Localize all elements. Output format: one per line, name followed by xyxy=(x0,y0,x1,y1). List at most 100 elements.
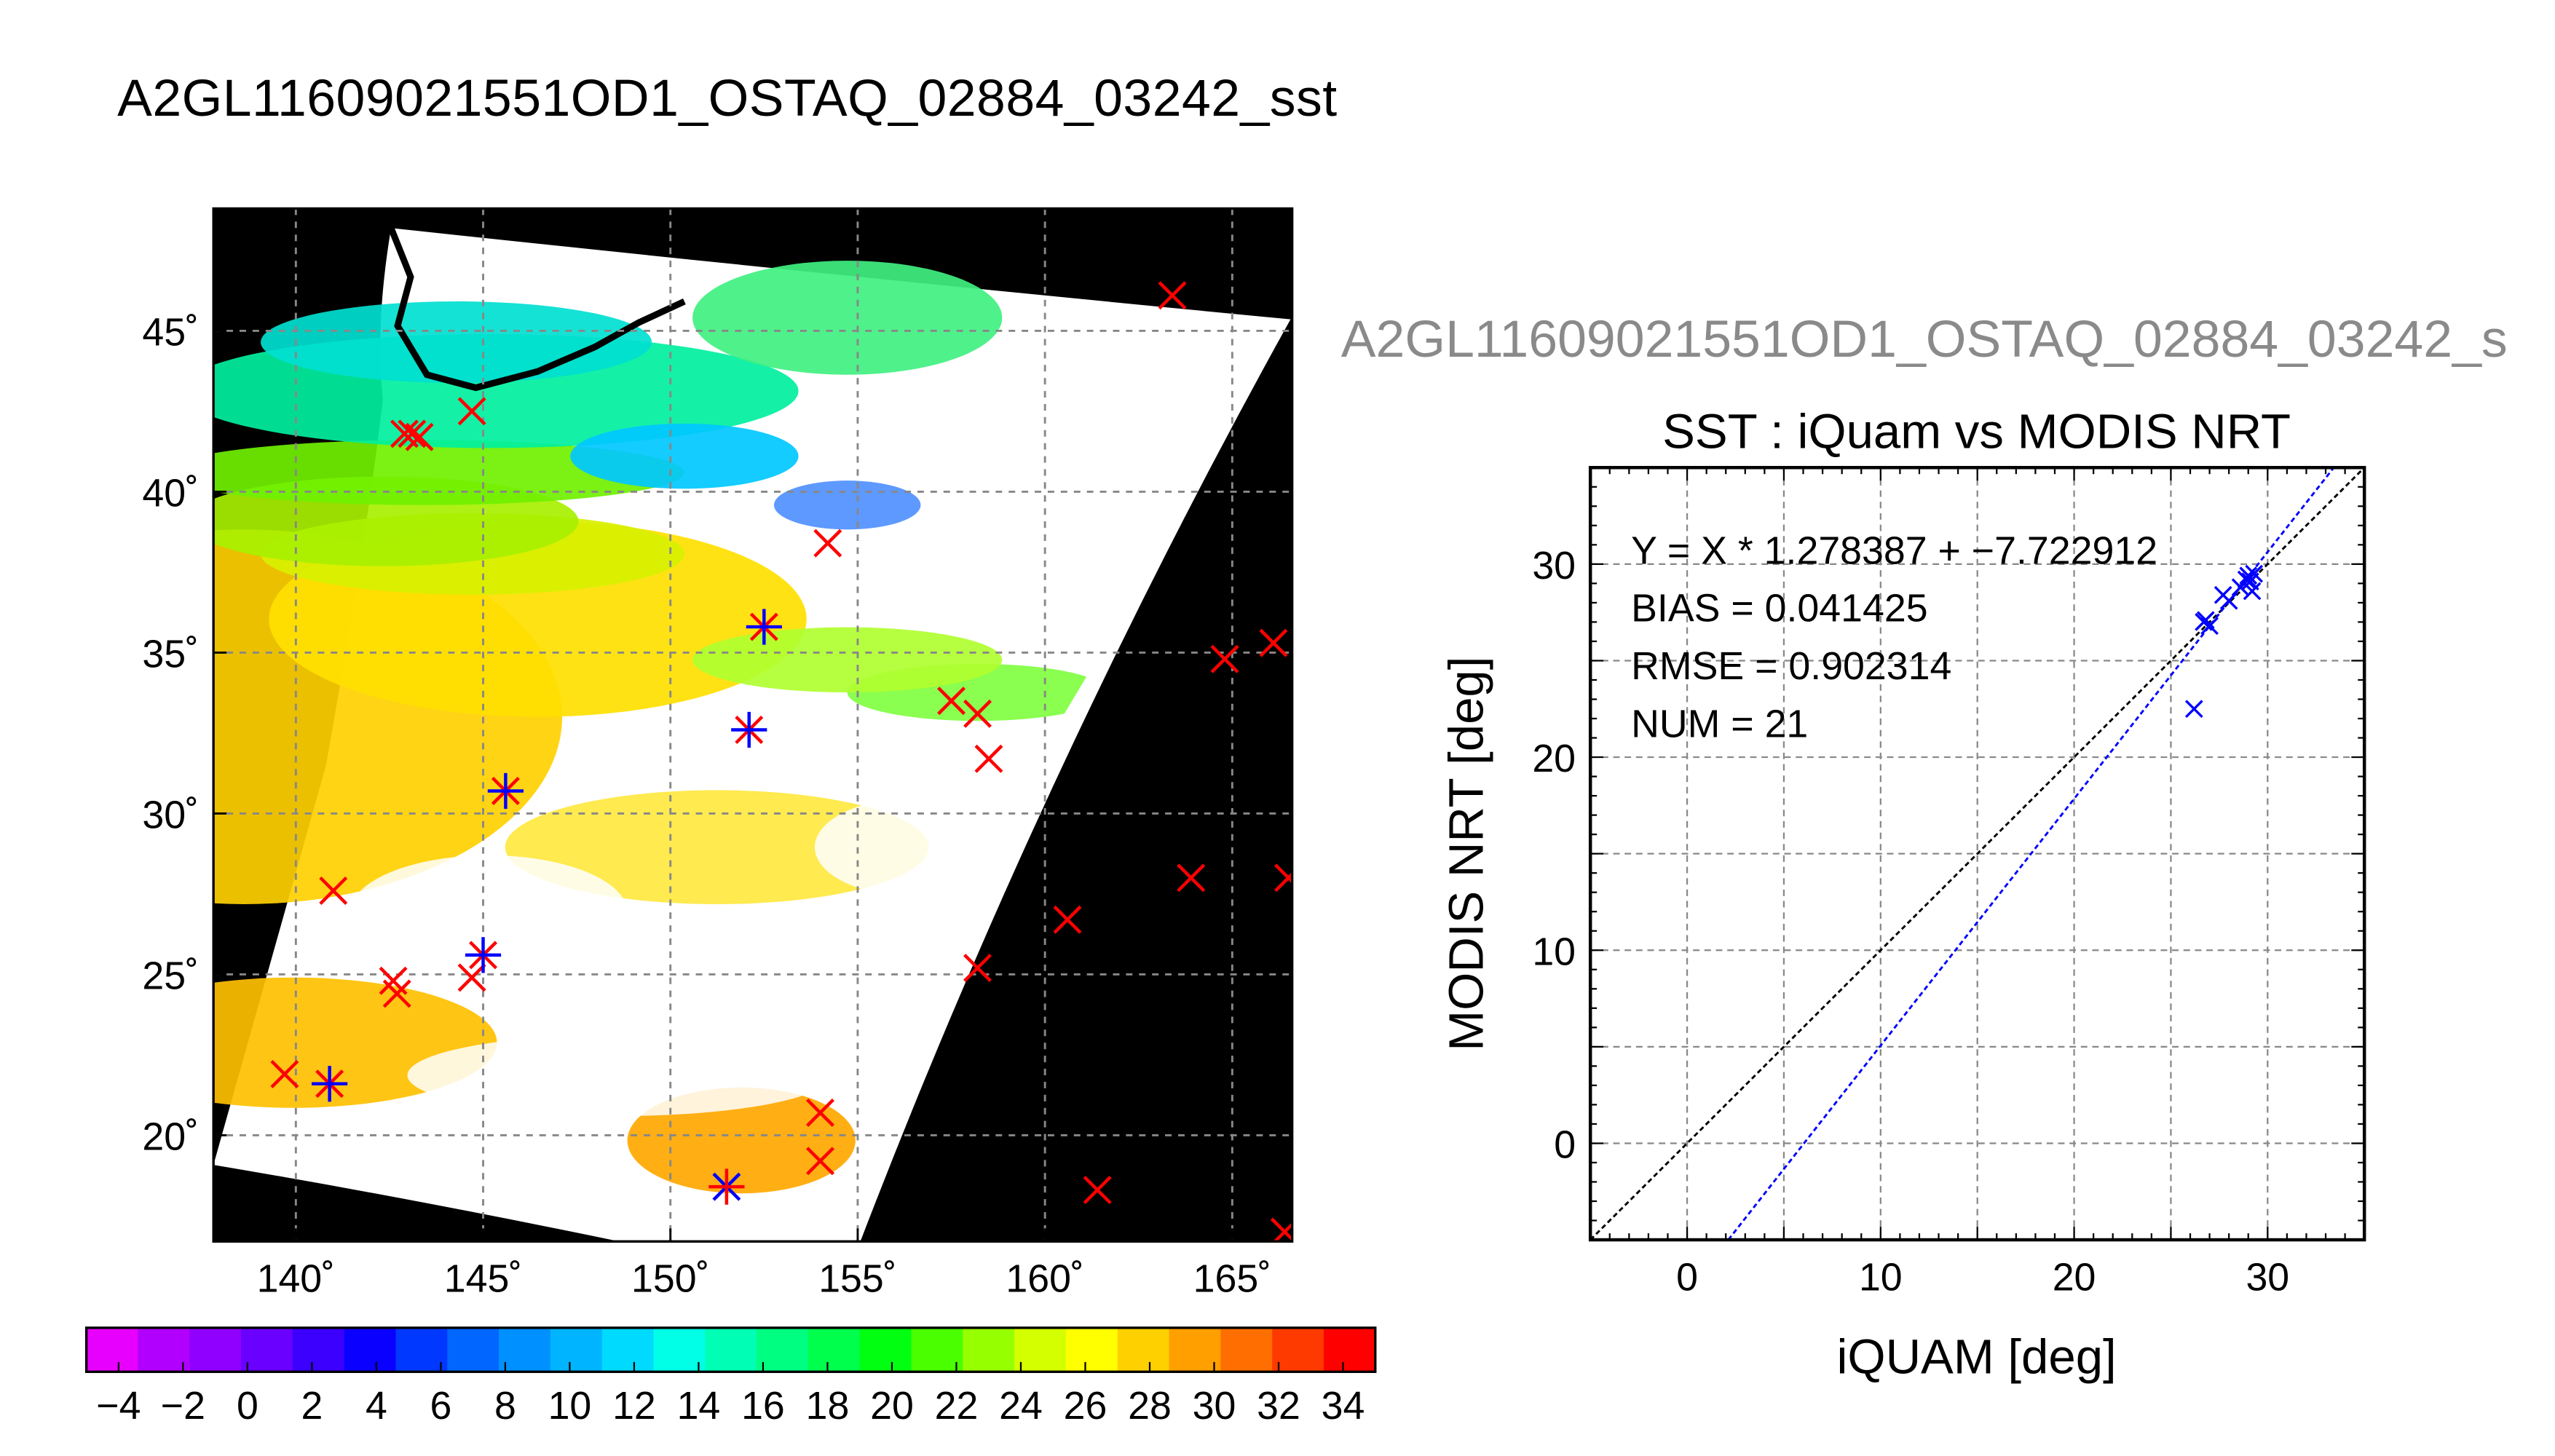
colorbar-tick-label: 30 xyxy=(1193,1384,1236,1428)
colorbar-tick-label: 4 xyxy=(366,1384,387,1428)
buoy-x-marker xyxy=(398,419,427,448)
scatter-y-label: MODIS NRT [deg] xyxy=(1439,657,1493,1051)
scatter-x-tick-label: 0 xyxy=(1676,1255,1698,1299)
buoy-x-marker xyxy=(457,963,486,992)
colorbar-tick-label: 10 xyxy=(548,1384,592,1428)
colorbar-swatch xyxy=(807,1327,861,1372)
coastline xyxy=(387,226,686,392)
stat-annotation: NUM = 21 xyxy=(1631,703,1808,746)
colorbar-swatch xyxy=(395,1327,449,1372)
map-lat-tick-label: 40˚ xyxy=(142,472,199,515)
colorbar-tick-label: 12 xyxy=(612,1384,656,1428)
scatter-plot: SST : iQuam vs MODIS NRT Y = X * 1.27838… xyxy=(1439,404,2366,1385)
buoy-x-marker xyxy=(963,699,992,728)
colorbar-tick-label: 16 xyxy=(741,1384,785,1428)
map-title: A2GL11609021551OD1_OSTAQ_02884_03242_sst xyxy=(117,68,1338,127)
buoy-x-marker xyxy=(1053,905,1082,934)
colorbar-swatch xyxy=(705,1327,758,1372)
buoy-star-marker xyxy=(487,772,524,810)
map-lat-tick-label: 30˚ xyxy=(142,794,199,837)
scatter-x-tick-label: 30 xyxy=(2246,1255,2289,1299)
colorbar-swatch xyxy=(1323,1327,1376,1372)
map-lat-tick-label: 20˚ xyxy=(142,1115,199,1159)
scatter-y-tick-label: 0 xyxy=(1554,1123,1576,1167)
colorbar-swatch xyxy=(292,1327,345,1372)
scatter-point xyxy=(2196,611,2215,630)
colorbar-swatch xyxy=(653,1327,706,1372)
colorbar-swatch xyxy=(499,1327,551,1372)
scatter-point xyxy=(2237,570,2256,589)
buoy-x-marker xyxy=(937,687,966,716)
buoy-star-marker xyxy=(731,711,767,748)
buoy-star-marker xyxy=(708,1168,745,1205)
buoy-x-marker xyxy=(382,979,411,1008)
stat-annotation: BIAS = 0.041425 xyxy=(1631,587,1927,630)
buoy-star-marker xyxy=(746,609,782,645)
colorbar-swatch xyxy=(1169,1327,1222,1372)
map-lat-tick-label: 25˚ xyxy=(142,954,199,998)
sst-map: 20˚ 25˚ 30˚ 35˚ 40˚ 45˚ 140˚ 145˚ 150˚ 155˚ 160˚ 1… xyxy=(84,207,1377,1428)
buoy-x-marker xyxy=(974,744,1003,773)
colorbar-frame xyxy=(84,1326,1377,1373)
scatter-x-tick-label: 20 xyxy=(2053,1255,2096,1299)
scatter-y-tick-label: 10 xyxy=(1532,930,1576,973)
map-lat-tick-label: 35˚ xyxy=(142,633,199,676)
colorbar-swatch xyxy=(757,1327,810,1372)
stat-annotation: Y = X * 1.278387 + −7.722912 xyxy=(1631,529,2157,572)
colorbar-tick-label: 14 xyxy=(677,1384,721,1428)
buoy-x-marker xyxy=(1274,863,1292,893)
colorbar-tick-label: −4 xyxy=(96,1384,141,1428)
colorbar-swatch xyxy=(447,1327,500,1372)
colorbar-tick-label: 34 xyxy=(1322,1384,1365,1428)
colorbar-tick-label: 2 xyxy=(301,1384,323,1428)
colorbar-swatch xyxy=(859,1327,912,1372)
map-lat-tick-label: 45˚ xyxy=(142,311,199,355)
scatter-title: SST : iQuam vs MODIS NRT xyxy=(1662,404,2291,459)
buoy-x-marker xyxy=(1210,644,1239,673)
buoy-x-marker xyxy=(270,1059,299,1088)
map-lon-tick-label: 145˚ xyxy=(444,1257,522,1301)
scatter-point xyxy=(2219,591,2238,610)
scatter-file-title: A2GL11609021551OD1_OSTAQ_02884_03242_s xyxy=(1340,309,2508,368)
map-lon-tick-label: 165˚ xyxy=(1193,1257,1271,1301)
colorbar-swatch xyxy=(550,1327,603,1372)
colorbar-swatch xyxy=(1220,1327,1273,1372)
buoy-x-marker xyxy=(1177,863,1206,893)
map-lon-tick-label: 155˚ xyxy=(818,1257,896,1301)
buoy-x-marker xyxy=(319,877,348,905)
colorbar-tick-label: 0 xyxy=(237,1384,258,1428)
colorbar-swatch xyxy=(138,1327,191,1372)
colorbar-swatch xyxy=(1065,1327,1118,1372)
scatter-y-tick-label: 20 xyxy=(1532,737,1576,780)
scatter-point xyxy=(2239,566,2258,585)
buoy-star-marker xyxy=(312,1066,348,1102)
colorbar-swatch xyxy=(86,1327,139,1372)
buoy-x-marker xyxy=(806,1098,834,1127)
colorbar-swatch xyxy=(344,1327,397,1372)
map-lon-tick-label: 150˚ xyxy=(631,1257,709,1301)
buoy-x-marker xyxy=(963,954,992,983)
colorbar-tick-label: 6 xyxy=(430,1384,451,1428)
colorbar-tick-label: 26 xyxy=(1064,1384,1107,1428)
map-frame xyxy=(212,207,1294,1243)
colorbar-swatch xyxy=(241,1327,293,1372)
colorbar-swatch xyxy=(189,1327,242,1372)
colorbar-tick-label: 32 xyxy=(1257,1384,1300,1428)
colorbar-swatch xyxy=(1014,1327,1067,1372)
colorbar-swatch xyxy=(911,1327,964,1372)
one-to-one-line xyxy=(1590,467,2366,1241)
colorbar-swatch xyxy=(1272,1327,1325,1372)
colorbar-tick-label: 22 xyxy=(935,1384,979,1428)
stat-annotation: RMSE = 0.902314 xyxy=(1631,644,1951,688)
colorbar-tick-label: 8 xyxy=(494,1384,516,1428)
scatter-point xyxy=(2245,564,2264,583)
colorbar-swatch xyxy=(1117,1327,1170,1372)
scatter-point xyxy=(2243,582,2262,601)
buoy-x-marker xyxy=(405,422,434,451)
colorbar-tick-label: 28 xyxy=(1128,1384,1172,1428)
colorbar-swatch xyxy=(963,1327,1016,1372)
colorbar-tick-label: 24 xyxy=(999,1384,1043,1428)
buoy-x-marker xyxy=(1158,281,1187,310)
colorbar-swatch xyxy=(601,1327,655,1372)
